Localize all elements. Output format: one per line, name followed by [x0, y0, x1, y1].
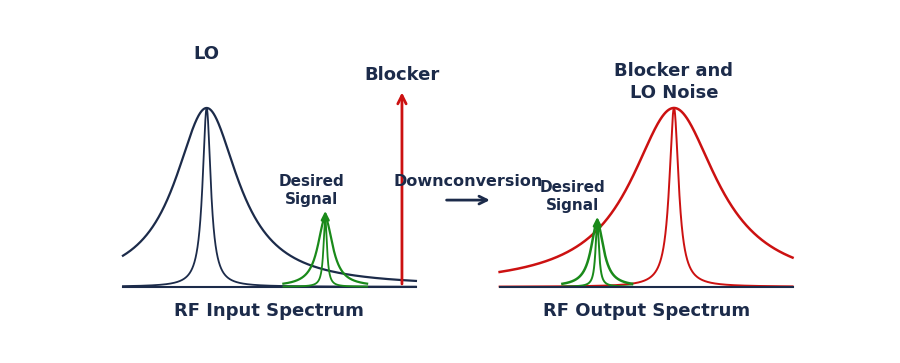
- Text: RF Output Spectrum: RF Output Spectrum: [543, 302, 750, 320]
- Text: Blocker: Blocker: [364, 66, 439, 84]
- Text: Downconversion: Downconversion: [393, 174, 543, 189]
- Text: Blocker and
LO Noise: Blocker and LO Noise: [615, 62, 734, 102]
- Text: RF Input Spectrum: RF Input Spectrum: [175, 302, 364, 320]
- Text: LO: LO: [194, 45, 220, 63]
- Text: Desired
Signal: Desired Signal: [540, 180, 606, 213]
- Text: Desired
Signal: Desired Signal: [278, 174, 344, 207]
